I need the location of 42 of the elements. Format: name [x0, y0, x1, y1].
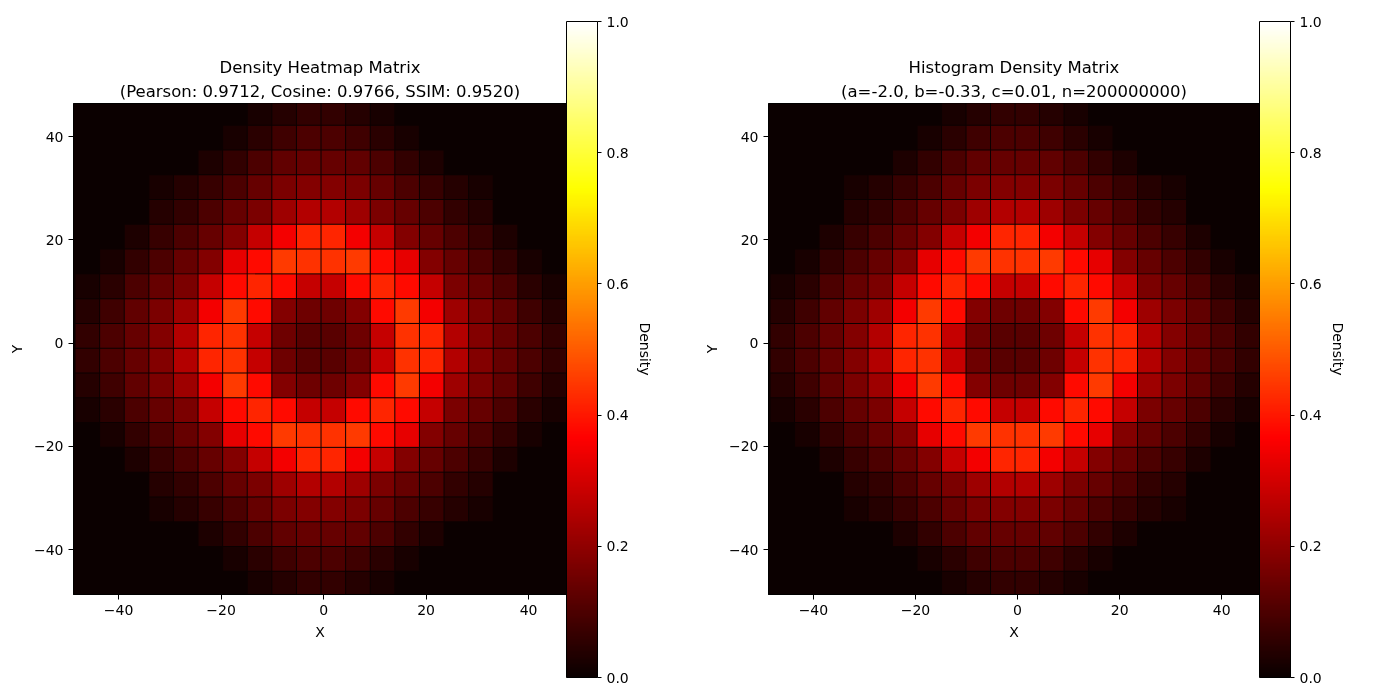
color-bar-label: 0.0 [1299, 669, 1322, 686]
y-tick-label: −40 [33, 541, 64, 558]
x-tick-label: −40 [798, 601, 829, 618]
chart-title: Density Heatmap Matrix [219, 57, 421, 77]
color-bar-label: 0.2 [606, 538, 629, 555]
x-axis-title: X [1009, 623, 1020, 640]
color-bar-label: 0.8 [1299, 144, 1322, 161]
y-tick-label: 20 [45, 231, 64, 248]
color-bar-label: 0.2 [1299, 538, 1322, 555]
color-bar-label: 0.6 [606, 275, 629, 292]
color-bar-label: 0.0 [606, 669, 629, 686]
x-tick-label: 0 [319, 601, 329, 618]
color-bar-label: 1.0 [1299, 13, 1322, 30]
color-bar-label: 0.4 [606, 407, 629, 424]
color-bar-label: 1.0 [606, 13, 629, 30]
y-tick-label: 0 [54, 335, 64, 352]
y-axis-title: Y [703, 344, 720, 355]
color-bar-title: Density [636, 322, 653, 376]
chart-subtitle: (a=-2.0, b=-0.33, c=0.01, n=200000000) [841, 81, 1187, 101]
y-tick-label: 40 [740, 128, 759, 145]
x-tick-label: 0 [1013, 601, 1023, 618]
y-tick-label: 20 [740, 231, 759, 248]
y-tick-label: 40 [45, 128, 64, 145]
x-tick-label: 40 [519, 601, 538, 618]
y-tick-label: 0 [749, 335, 759, 352]
x-tick-label: 20 [417, 601, 435, 618]
x-tick-label: 20 [1110, 601, 1129, 618]
y-tick-label: −20 [33, 438, 64, 455]
y-axis-title: Y [8, 344, 25, 355]
x-tick-label: 40 [1212, 601, 1231, 618]
x-tick-label: −20 [900, 601, 931, 618]
y-tick-label: −40 [728, 541, 759, 558]
chart-title: Histogram Density Matrix [908, 57, 1120, 77]
color-bar-label: 0.8 [606, 144, 629, 161]
color-bar-title: Density [1329, 322, 1346, 376]
color-bar-label: 0.6 [1299, 275, 1322, 292]
y-tick-label: −20 [728, 438, 759, 455]
chart-subtitle: (Pearson: 0.9712, Cosine: 0.9766, SSIM: 0.9520) [119, 81, 521, 101]
x-tick-label: −40 [103, 601, 134, 618]
x-axis-title: X [315, 623, 326, 640]
color-bar-label: 0.4 [1299, 407, 1322, 424]
x-tick-label: −20 [206, 601, 236, 618]
